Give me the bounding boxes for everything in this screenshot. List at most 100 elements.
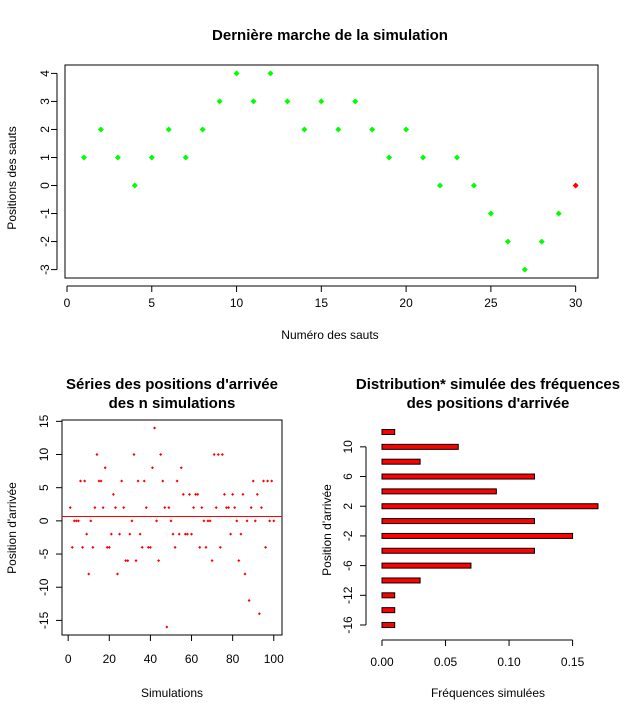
chart2-point — [220, 453, 224, 457]
chart2-point — [130, 519, 134, 523]
chart-last-walk: Dernière marche de la simulation 0 5 10 15 2… — [5, 27, 599, 342]
chart1-point — [420, 154, 427, 161]
chart2-point — [140, 545, 144, 549]
chart2-point — [185, 532, 189, 536]
chart2-y-axis: -15 -10 -5 0 5 10 15 — [37, 414, 62, 629]
chart2-point — [95, 453, 99, 457]
chart3-bar — [381, 503, 599, 510]
chart2-x-tick-label: 60 — [185, 652, 199, 666]
chart2-x-label: Simulations — [141, 686, 203, 700]
chart3-y-tick-label: -12 — [341, 586, 355, 604]
chart1-point — [470, 182, 477, 189]
chart2-point — [216, 453, 220, 457]
chart3-bar — [381, 518, 535, 525]
chart2-point — [173, 545, 177, 549]
chart2-x-axis: 0 20 40 60 80 100 — [65, 634, 284, 666]
chart3-y-tick-label: -16 — [341, 616, 355, 634]
chart1-title: Dernière marche de la simulation — [212, 27, 448, 44]
chart1-point — [114, 154, 121, 161]
chart2-point — [74, 519, 78, 523]
chart1-point — [335, 126, 342, 133]
chart3-y-label: Position d'arrivée — [320, 484, 334, 576]
chart2-y-tick-label: 0 — [37, 517, 51, 524]
chart3-bar — [381, 547, 535, 554]
chart2-point — [268, 519, 272, 523]
chart2-point — [243, 572, 247, 576]
chart1-point — [165, 126, 172, 133]
chart2-point — [165, 625, 169, 629]
chart2-point — [177, 532, 181, 536]
chart2-point — [91, 545, 95, 549]
chart1-point — [80, 154, 87, 161]
chart2-point — [222, 492, 226, 496]
chart1-point — [386, 154, 393, 161]
chart2-point — [105, 545, 109, 549]
chart2-point — [124, 559, 128, 563]
chart-frequency-distribution: Distribution* simulée des fréquences des… — [320, 376, 620, 700]
chart1-y-tick-label: 0 — [38, 182, 52, 189]
chart3-bar — [381, 562, 472, 569]
chart2-point — [212, 453, 216, 457]
chart2-point — [122, 506, 126, 510]
chart2-x-tick-label: 40 — [144, 652, 158, 666]
chart3-x-tick-label: 0.00 — [370, 655, 394, 669]
chart3-title-line2: des positions d'arrivée — [407, 395, 570, 412]
chart1-point — [131, 182, 138, 189]
chart2-y-tick-label: 5 — [37, 484, 51, 491]
chart2-point — [109, 532, 113, 536]
chart1-point — [521, 266, 528, 273]
chart3-title-line1: Distribution* simulée des fréquences — [356, 376, 620, 393]
chart2-point — [261, 479, 265, 483]
chart3-y-tick-label: -2 — [341, 530, 355, 541]
chart1-point — [233, 70, 240, 77]
chart2-point — [85, 532, 89, 536]
chart2-point — [206, 519, 210, 523]
chart2-point — [153, 426, 157, 430]
chart1-point — [199, 126, 206, 133]
chart1-point — [538, 238, 545, 245]
chart2-point — [138, 532, 142, 536]
chart2-point — [210, 559, 214, 563]
chart3-y-tick-label: 6 — [341, 473, 355, 480]
chart2-point — [272, 519, 276, 523]
chart2-point — [161, 479, 165, 483]
chart2-point — [251, 479, 255, 483]
chart3-bar — [381, 622, 396, 628]
chart2-point — [264, 545, 268, 549]
chart2-point — [249, 506, 253, 510]
chart1-x-tick-label: 0 — [64, 296, 71, 310]
chart2-point — [89, 519, 93, 523]
chart2-point — [72, 519, 76, 523]
chart2-x-tick-label: 20 — [103, 652, 117, 666]
chart1-x-axis: 0 5 10 15 20 25 30 — [64, 285, 583, 310]
chart2-point — [245, 519, 249, 523]
chart2-point — [214, 506, 218, 510]
chart2-point — [218, 545, 222, 549]
chart2-point — [237, 559, 241, 563]
chart2-point — [253, 519, 257, 523]
chart2-point — [132, 453, 136, 457]
chart2-point — [76, 519, 80, 523]
chart2-point — [97, 479, 101, 483]
chart3-bar — [381, 532, 574, 539]
chart2-point — [255, 492, 259, 496]
chart2-point — [175, 479, 179, 483]
chart3-y-tick-label: 2 — [341, 503, 355, 510]
chart2-point — [259, 506, 263, 510]
chart2-point — [169, 519, 173, 523]
chart2-point — [208, 519, 212, 523]
chart3-bar — [381, 577, 421, 584]
chart2-point — [120, 479, 124, 483]
chart1-x-tick-label: 5 — [148, 296, 155, 310]
chart1-point — [453, 154, 460, 161]
chart2-point — [87, 572, 91, 576]
chart2-point — [79, 479, 83, 483]
chart1-x-tick-label: 25 — [484, 296, 498, 310]
chart2-point — [103, 466, 107, 470]
chart2-point — [155, 519, 159, 523]
chart1-point — [267, 70, 274, 77]
chart2-point — [257, 612, 261, 616]
chart2-point — [241, 492, 245, 496]
chart2-x-tick-label: 0 — [65, 652, 72, 666]
